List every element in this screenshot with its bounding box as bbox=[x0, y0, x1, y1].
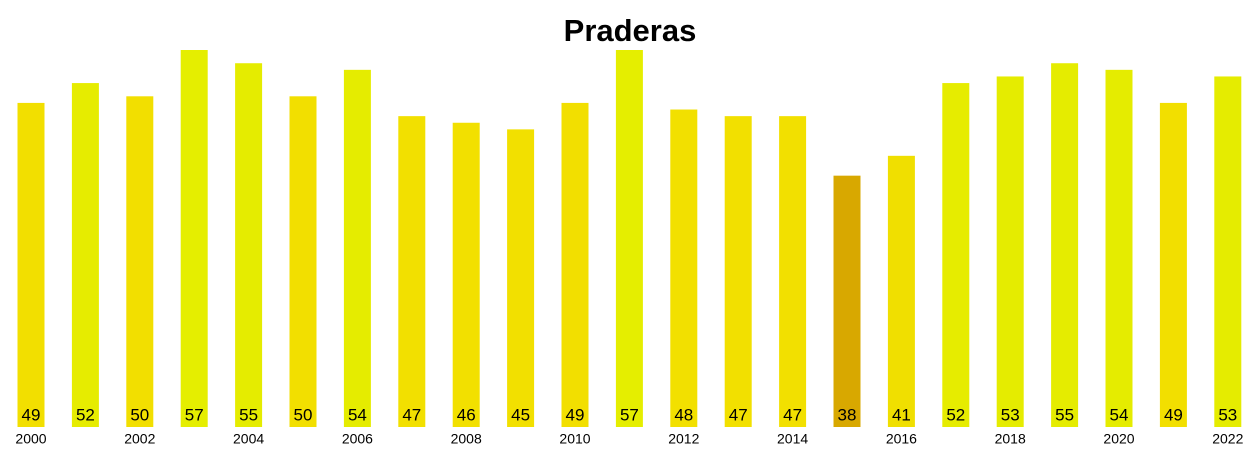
bar bbox=[1105, 69, 1133, 427]
x-tick-label: 2004 bbox=[233, 431, 264, 447]
bar bbox=[670, 109, 698, 428]
bar bbox=[724, 116, 752, 427]
value-label: 38 bbox=[838, 405, 857, 424]
bar bbox=[1214, 76, 1242, 427]
bar bbox=[235, 63, 263, 428]
value-label: 49 bbox=[566, 405, 585, 424]
value-label: 49 bbox=[22, 405, 41, 424]
bar bbox=[615, 50, 643, 427]
bar bbox=[398, 116, 426, 427]
bar bbox=[507, 129, 535, 428]
x-tick-label: 2014 bbox=[777, 431, 808, 447]
value-label: 47 bbox=[783, 405, 802, 424]
value-label: 41 bbox=[892, 405, 911, 424]
value-label: 52 bbox=[946, 405, 965, 424]
value-label: 45 bbox=[511, 405, 530, 424]
bar bbox=[1159, 102, 1187, 427]
x-tick-label: 2002 bbox=[124, 431, 155, 447]
value-label: 49 bbox=[1164, 405, 1183, 424]
bar bbox=[561, 102, 589, 427]
bar bbox=[887, 155, 915, 427]
x-tick-label: 2000 bbox=[15, 431, 46, 447]
bar bbox=[17, 102, 45, 427]
bar bbox=[833, 175, 861, 427]
x-tick-label: 2022 bbox=[1212, 431, 1243, 447]
x-tick-label: 2012 bbox=[668, 431, 699, 447]
value-label: 55 bbox=[1055, 405, 1074, 424]
bar bbox=[996, 76, 1024, 427]
value-label: 54 bbox=[1110, 405, 1129, 424]
bar bbox=[452, 122, 480, 427]
bar bbox=[779, 116, 807, 427]
value-label: 50 bbox=[294, 405, 313, 424]
value-label: 50 bbox=[130, 405, 149, 424]
value-label: 48 bbox=[674, 405, 693, 424]
value-label: 47 bbox=[402, 405, 421, 424]
bar bbox=[126, 96, 154, 427]
value-label: 57 bbox=[620, 405, 639, 424]
value-label: 52 bbox=[76, 405, 95, 424]
value-label: 47 bbox=[729, 405, 748, 424]
x-tick-label: 2008 bbox=[451, 431, 482, 447]
value-label: 53 bbox=[1001, 405, 1020, 424]
bar bbox=[942, 83, 970, 427]
bar bbox=[343, 69, 371, 427]
bar bbox=[71, 83, 99, 427]
value-label: 46 bbox=[457, 405, 476, 424]
value-label: 57 bbox=[185, 405, 204, 424]
x-tick-label: 2006 bbox=[342, 431, 373, 447]
x-tick-label: 2020 bbox=[1103, 431, 1134, 447]
value-label: 53 bbox=[1218, 405, 1237, 424]
value-label: 55 bbox=[239, 405, 258, 424]
bar bbox=[180, 50, 208, 427]
x-tick-label: 2010 bbox=[559, 431, 590, 447]
chart-title: Praderas bbox=[564, 13, 697, 48]
x-tick-label: 2016 bbox=[886, 431, 917, 447]
x-tick-label: 2018 bbox=[995, 431, 1026, 447]
bar bbox=[289, 96, 317, 427]
bar bbox=[1051, 63, 1079, 428]
value-label: 54 bbox=[348, 405, 367, 424]
